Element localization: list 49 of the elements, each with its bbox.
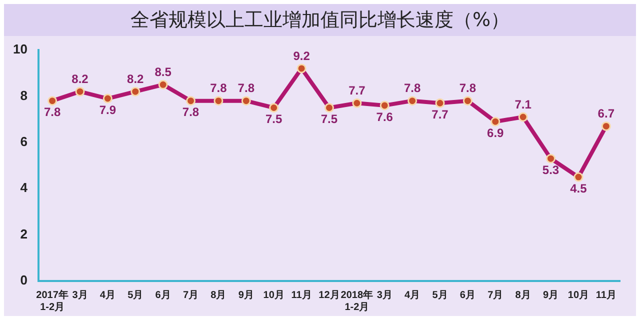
data-label: 7.8 bbox=[238, 81, 255, 96]
y-tick-label: 4 bbox=[20, 180, 28, 196]
data-label: 7.8 bbox=[459, 81, 476, 96]
x-tick-label: 8月 bbox=[515, 290, 531, 301]
data-label: 7.8 bbox=[210, 81, 228, 96]
data-label: 9.2 bbox=[293, 48, 310, 63]
x-tick-label: 11月 bbox=[596, 290, 616, 301]
x-tick-label: 5月 bbox=[128, 290, 144, 301]
x-tick-label: 4月 bbox=[100, 290, 116, 301]
y-tick-label: 8 bbox=[20, 88, 28, 103]
x-tick-label: 12月 bbox=[318, 290, 340, 301]
data-label: 6.7 bbox=[598, 106, 615, 121]
x-tick-label: 2017年1-2月 bbox=[36, 288, 68, 313]
x-tick-label: 3月 bbox=[376, 290, 392, 301]
data-label: 7.6 bbox=[376, 110, 394, 124]
data-label: 7.8 bbox=[44, 105, 61, 120]
data-label: 4.5 bbox=[570, 181, 588, 196]
data-label: 7.7 bbox=[432, 107, 449, 122]
x-tick-label: 5月 bbox=[432, 290, 448, 301]
x-tick-label: 9月 bbox=[542, 290, 559, 301]
data-label: 7.8 bbox=[404, 81, 421, 96]
x-tick-label: 10月 bbox=[568, 290, 590, 301]
x-tick-label: 7月 bbox=[488, 290, 504, 301]
x-tick-label: 3月 bbox=[72, 290, 88, 301]
y-tick-label: 2 bbox=[20, 226, 28, 242]
data-label: 8.2 bbox=[127, 72, 144, 86]
y-tick-label: 0 bbox=[20, 272, 28, 288]
data-label: 7.1 bbox=[514, 97, 532, 112]
x-tick-label: 2018年1-2月 bbox=[340, 288, 374, 313]
x-tick-label: 10月 bbox=[263, 290, 284, 301]
data-label: 8.5 bbox=[154, 64, 172, 79]
data-label: 7.9 bbox=[99, 102, 116, 117]
x-tick-label: 11月 bbox=[291, 290, 312, 301]
x-tick-label: 9月 bbox=[238, 290, 254, 301]
y-tick-label: 10 bbox=[12, 42, 28, 57]
x-tick-label: 6月 bbox=[155, 290, 171, 301]
data-label: 7.5 bbox=[320, 112, 338, 126]
data-label: 5.3 bbox=[542, 162, 560, 177]
x-tick-label: 4月 bbox=[404, 290, 420, 301]
x-tick-label: 8月 bbox=[210, 290, 226, 301]
data-label: 7.8 bbox=[182, 105, 200, 120]
x-tick-label: 7月 bbox=[182, 290, 199, 301]
data-label: 8.2 bbox=[72, 72, 89, 86]
data-label: 7.7 bbox=[348, 83, 366, 98]
data-label: 7.5 bbox=[266, 112, 283, 126]
y-tick-label: 6 bbox=[20, 134, 28, 149]
data-label: 6.9 bbox=[487, 126, 504, 140]
x-tick-label: 6月 bbox=[460, 290, 476, 301]
chart-title: 全省规模以上工业增加值同比增长速度（%） bbox=[4, 4, 636, 36]
